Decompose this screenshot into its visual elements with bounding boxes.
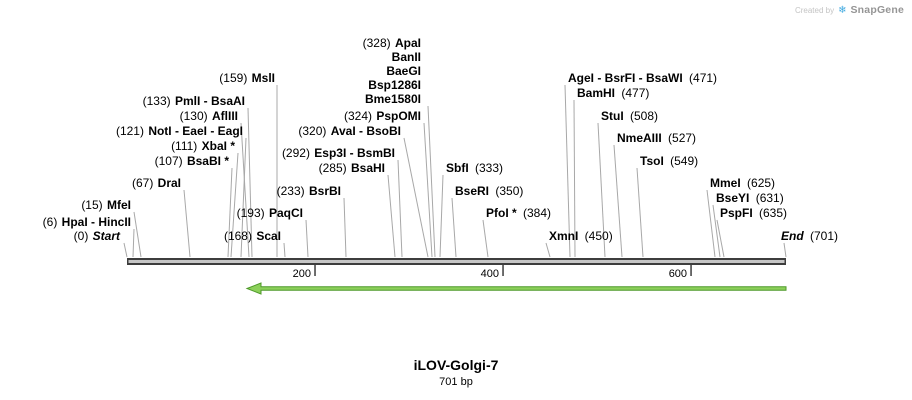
leader-line — [343, 197, 347, 258]
feature-arrow — [245, 282, 787, 295]
sequence-bar-bottom-edge — [127, 263, 786, 265]
sequence-bar-left-cap — [127, 258, 129, 265]
leader-line — [573, 99, 576, 258]
leader-line — [305, 219, 309, 258]
watermark: Created by ❄ SnapGene — [795, 4, 904, 16]
sequence-bar — [127, 258, 786, 265]
leader-line — [240, 137, 247, 258]
leader-line — [482, 219, 489, 258]
leader-line — [283, 242, 286, 258]
leader-line — [133, 211, 142, 258]
leader-line — [230, 152, 239, 258]
leader-line — [247, 107, 253, 258]
leader-line — [439, 174, 444, 258]
map-length: 701 bp — [439, 376, 473, 388]
leader-line — [132, 228, 135, 258]
sequence-bar-right-cap — [784, 258, 786, 265]
leader-line — [423, 122, 433, 258]
leader-line — [387, 174, 396, 258]
ruler-tick-label: 200 — [293, 268, 311, 280]
ruler-tick-label: 400 — [481, 268, 499, 280]
leader-line — [227, 167, 233, 258]
watermark-brand-label: SnapGene — [850, 4, 904, 16]
leader-line — [564, 84, 571, 258]
title-block: iLOV-Golgi-7 701 bp — [0, 357, 912, 388]
leader-line — [451, 197, 457, 258]
leader-line — [716, 219, 725, 258]
leader-line — [397, 159, 403, 258]
leader-line — [597, 122, 606, 258]
leader-line — [427, 105, 436, 258]
leader-line — [545, 242, 551, 258]
leader-line — [403, 137, 429, 258]
leader-line — [712, 204, 721, 258]
sequence-bar-top-edge — [127, 258, 786, 260]
watermark-created-by-label: Created by — [794, 5, 835, 15]
leader-line — [636, 167, 644, 258]
leader-line — [183, 189, 191, 258]
map-title: iLOV-Golgi-7 — [413, 357, 499, 373]
snapgene-logo-icon: ❄ — [838, 4, 847, 16]
leader-line — [240, 122, 250, 258]
leader-line — [706, 189, 716, 258]
ruler-tick-label: 600 — [669, 268, 687, 280]
leader-line — [123, 242, 128, 258]
leader-line — [783, 242, 787, 258]
leader-line — [613, 144, 623, 258]
